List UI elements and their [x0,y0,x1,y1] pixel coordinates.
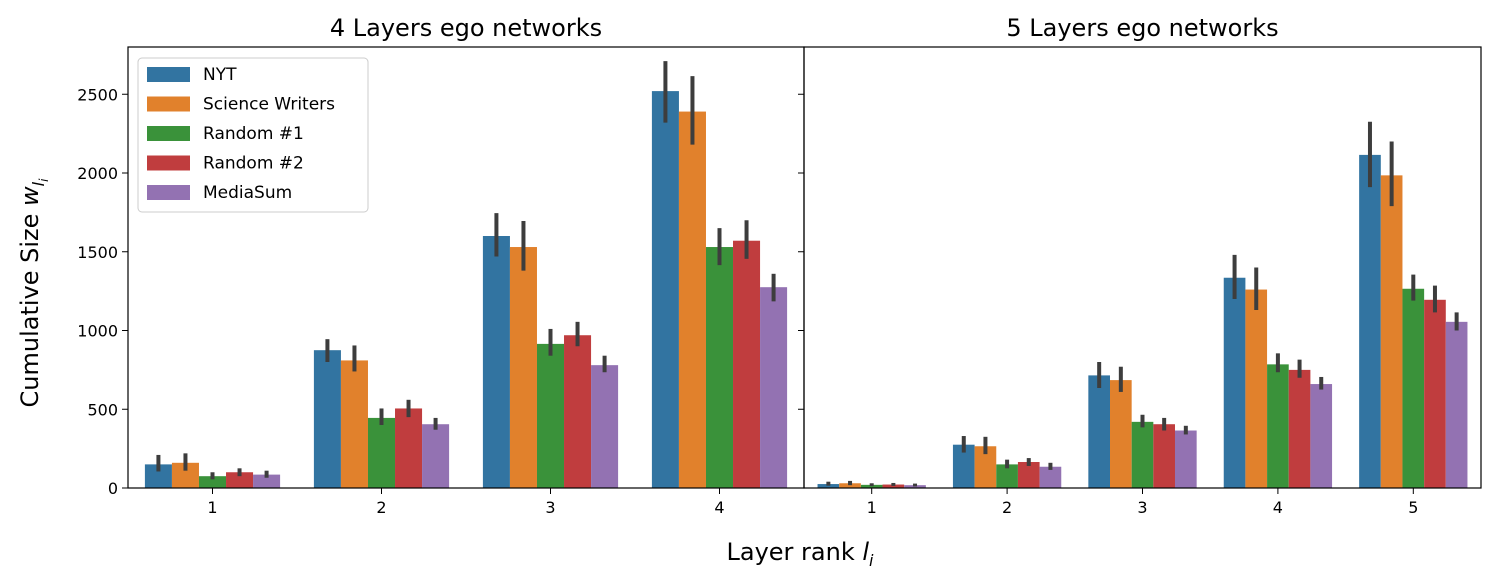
x-tick-label: 3 [545,498,555,517]
y-axis-label: Cumulative Size wli [16,178,51,408]
legend-frame [137,57,369,213]
bar-nyt-2 [313,350,341,488]
y-axis-label-subscript: l [29,181,48,186]
panel-title: 4 Layers ego networks [330,14,602,42]
bar-science-writers-4 [1245,289,1268,488]
bar-mediasum-3 [1175,430,1197,488]
bar-random-2-1 [226,472,254,488]
bar-random-1-4 [1267,364,1289,488]
bar-random-1-3 [536,343,565,488]
bar-science-writers-5 [1380,175,1403,489]
panels: 0 500 1000 1500 2000 2500 1 2 3 4 4 Layers ego net… [77,14,1482,517]
bar-random-2-3 [564,335,592,488]
bar-random-2-1 [882,484,905,488]
bar-science-writers-4 [678,111,706,488]
legend: NYT Science Writers Random #1 Random #2 Medi… [137,57,369,213]
bar-mediasum-2 [1039,466,1062,488]
x-tick-label: 4 [1273,498,1283,517]
y-axis-label-var: w [16,186,44,206]
y-tick-label: 0 [108,479,118,498]
bar-random-1-2 [367,417,396,488]
legend-label-nyt: NYT [203,65,237,85]
x-tick-label: 2 [376,498,386,517]
bar-nyt-3 [1088,375,1110,488]
legend-label-random-1: Random #1 [203,124,304,144]
y-axis-label-subsubscript: i [37,178,51,182]
bar-random-2-5 [1424,299,1446,488]
bar-mediasum-5 [1445,321,1468,488]
legend-label-random-2: Random #2 [203,154,304,174]
bar-random-1-3 [1131,421,1154,488]
legend-swatch-random-2 [147,155,190,171]
bar-mediasum-4 [1310,384,1333,488]
bar-random-1-1 [860,484,883,488]
bar-nyt-1 [817,484,840,488]
x-axis-label-var: l [862,538,869,566]
y-tick-label: 1500 [77,243,118,262]
bar-random-1-2 [996,464,1018,489]
bar-mediasum-3 [591,365,619,488]
x-tick-label: 1 [207,498,217,517]
bar-nyt-1 [144,464,172,489]
x-axis-label: Layer rank li [727,538,875,570]
y-tick-label: 2500 [77,85,118,104]
bar-science-writers-3 [1110,380,1132,488]
x-axis-label-main: Layer rank [727,538,863,566]
bar-mediasum-4 [760,287,788,488]
bar-science-writers-2 [974,446,997,488]
panel-title: 5 Layers ego networks [1006,14,1278,42]
bar-nyt-2 [952,444,975,488]
legend-swatch-science-writers [147,96,190,112]
bar-science-writers-1 [839,483,861,488]
x-tick-label: 3 [1137,498,1147,517]
y-axis-label-main: Cumulative Size [16,206,44,408]
x-tick-label: 4 [714,498,724,517]
bar-nyt-5 [1359,154,1381,488]
bar-random-2-4 [1288,369,1311,489]
bar-random-1-4 [705,247,734,488]
x-tick-label: 2 [1002,498,1012,517]
bar-nyt-4 [651,91,679,488]
bar-science-writers-2 [340,360,368,488]
bar-random-2-2 [395,408,423,488]
x-axis-label-subscript: i [869,551,874,570]
panel-1: 0 500 1000 1500 2000 2500 1 2 3 4 4 Layers ego net… [77,14,805,517]
legend-label-mediasum: MediaSum [203,183,292,203]
bar-nyt-4 [1223,277,1246,488]
bar-random-2-4 [733,240,761,488]
y-tick-label: 1000 [77,322,118,341]
panel-2: 1 2 3 4 5 5 Layers ego networks [798,14,1482,517]
x-tick-label: 1 [867,498,877,517]
bar-science-writers-3 [509,247,537,488]
x-tick-label: 5 [1408,498,1418,517]
legend-label-science-writers: Science Writers [203,95,335,115]
y-tick-label: 2000 [77,164,118,183]
bar-random-2-2 [1017,462,1040,488]
bar-nyt-3 [482,236,510,488]
bar-mediasum-1 [904,485,926,488]
legend-swatch-nyt [147,67,190,82]
legend-swatch-random-1 [147,126,190,141]
legend-items: NYT Science Writers Random #1 Random #2 Medi… [147,65,335,203]
y-tick-label: 500 [87,400,118,419]
bar-random-1-5 [1402,288,1425,488]
legend-swatch-mediasum [147,185,190,200]
bar-random-2-3 [1153,424,1175,488]
bar-mediasum-1 [253,474,281,488]
bar-random-1-1 [198,476,227,488]
bar-mediasum-2 [422,424,450,488]
